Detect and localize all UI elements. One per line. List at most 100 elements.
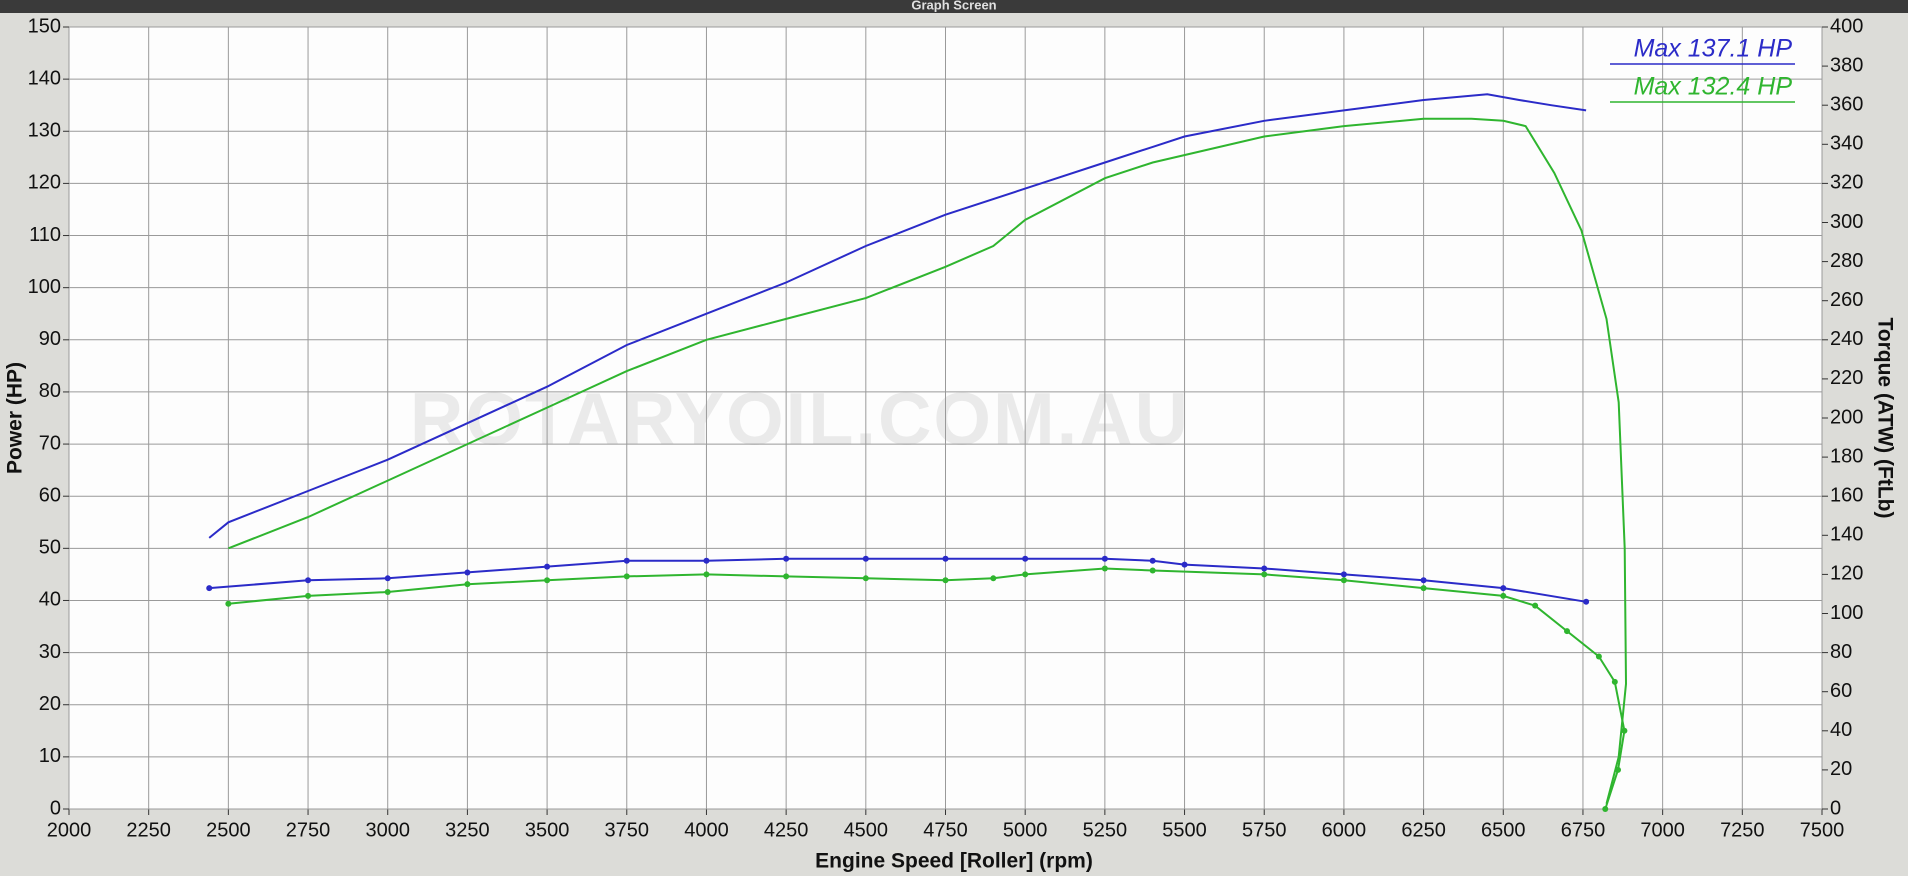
point-marker (1500, 592, 1507, 599)
x-tick-label: 7250 (1720, 819, 1765, 841)
y2-tick-label: 260 (1830, 289, 1863, 311)
y2-tick-label: 280 (1830, 250, 1863, 272)
point-marker (862, 555, 869, 562)
y-tick-label: 90 (39, 328, 61, 350)
x-tick-label: 5250 (1083, 819, 1128, 841)
x-tick-label: 6750 (1561, 819, 1606, 841)
y2-tick-label: 220 (1830, 367, 1863, 389)
point-marker (1420, 577, 1427, 584)
point-marker (1583, 598, 1590, 605)
x-tick-label: 2500 (206, 819, 251, 841)
point-marker (1261, 571, 1268, 578)
y2-tick-label: 120 (1830, 563, 1863, 585)
y2-tick-label: 360 (1830, 93, 1863, 115)
point-marker (464, 581, 471, 588)
point-marker (464, 569, 471, 576)
point-marker (1500, 585, 1507, 592)
point-marker (1149, 567, 1156, 574)
x-tick-label: 2750 (286, 819, 331, 841)
x-tick-label: 6250 (1401, 819, 1446, 841)
labels: 2000 2250 2500 2750 3000 3250 3500 3750 4000 4250… (28, 15, 1864, 841)
y2-tick-label: 40 (1830, 719, 1852, 741)
x-tick-label: 5500 (1162, 819, 1207, 841)
y-tick-label: 110 (29, 224, 61, 246)
point-marker (305, 592, 312, 599)
point-marker (305, 577, 312, 584)
y-tick-label: 30 (39, 641, 61, 663)
y2-tick-label: 160 (1830, 484, 1863, 506)
y-tick-label: 100 (28, 276, 61, 298)
y2-tick-label: 80 (1830, 641, 1852, 663)
y-tick-label: 70 (39, 432, 61, 454)
point-marker (384, 588, 391, 595)
x-tick-label: 3250 (445, 819, 490, 841)
x-tick-label: 6500 (1481, 819, 1526, 841)
point-marker (1602, 806, 1609, 812)
y2-tick-label: 380 (1830, 54, 1863, 76)
point-marker (1340, 571, 1347, 578)
y2-axis-title: Torque (ATW) (FtLb) (1873, 318, 1896, 519)
point-marker (1532, 602, 1539, 609)
title-bar (0, 0, 1908, 13)
point-marker (1611, 678, 1618, 685)
y2-tick-label: 180 (1830, 445, 1863, 467)
point-marker (703, 557, 710, 564)
y2-tick-label: 100 (1830, 602, 1863, 624)
y-tick-label: 120 (28, 172, 61, 194)
y2-tick-label: 240 (1830, 328, 1863, 350)
y-tick-label: 10 (39, 745, 61, 767)
point-marker (1022, 555, 1029, 562)
x-tick-label: 6000 (1322, 819, 1367, 841)
point-marker (623, 573, 630, 580)
x-tick-label: 2000 (47, 819, 92, 841)
point-marker (1615, 766, 1622, 773)
y-tick-label: 40 (39, 589, 61, 611)
point-marker (1420, 585, 1427, 592)
point-marker (1564, 628, 1571, 635)
point-marker (206, 585, 213, 592)
y2-tick-label: 0 (1830, 797, 1841, 819)
x-tick-label: 3750 (605, 819, 650, 841)
point-marker (544, 563, 551, 570)
y-tick-label: 60 (39, 484, 61, 506)
point-marker (942, 577, 949, 584)
point-marker (1101, 565, 1108, 572)
x-tick-label: 5000 (1003, 819, 1048, 841)
point-marker (703, 571, 710, 578)
y2-tick-label: 300 (1830, 211, 1863, 233)
point-marker (1149, 557, 1156, 564)
x-tick-label: 4250 (764, 819, 809, 841)
y-tick-label: 0 (50, 797, 61, 819)
point-marker (1340, 577, 1347, 584)
x-tick-label: 4750 (923, 819, 968, 841)
y-tick-label: 150 (28, 15, 61, 37)
point-marker (1181, 561, 1188, 568)
y2-tick-label: 320 (1830, 172, 1863, 194)
watermark: ROTARYOIL.COM.AU (410, 378, 1190, 461)
x-tick-label: 5750 (1242, 819, 1287, 841)
y-tick-label: 130 (28, 120, 61, 142)
x-tick-label: 7000 (1640, 819, 1685, 841)
point-marker (1101, 555, 1108, 562)
y-tick-label: 140 (28, 67, 61, 89)
point-marker (862, 575, 869, 582)
point-marker (1022, 571, 1029, 578)
x-tick-label: 4500 (844, 819, 889, 841)
point-marker (783, 555, 790, 562)
point-marker (384, 575, 391, 582)
point-marker (1261, 565, 1268, 572)
point-marker (1595, 653, 1602, 660)
point-marker (544, 577, 551, 584)
x-tick-label: 3000 (365, 819, 410, 841)
y-tick-label: 50 (39, 537, 61, 559)
x-tick-label: 3500 (525, 819, 570, 841)
y2-tick-label: 140 (1830, 524, 1863, 546)
point-marker (225, 600, 232, 607)
grid (63, 26, 1828, 815)
x-tick-label: 7500 (1800, 819, 1845, 841)
y2-tick-label: 20 (1830, 758, 1852, 780)
series-line (228, 117, 1628, 805)
y-tick-label: 80 (39, 380, 61, 402)
